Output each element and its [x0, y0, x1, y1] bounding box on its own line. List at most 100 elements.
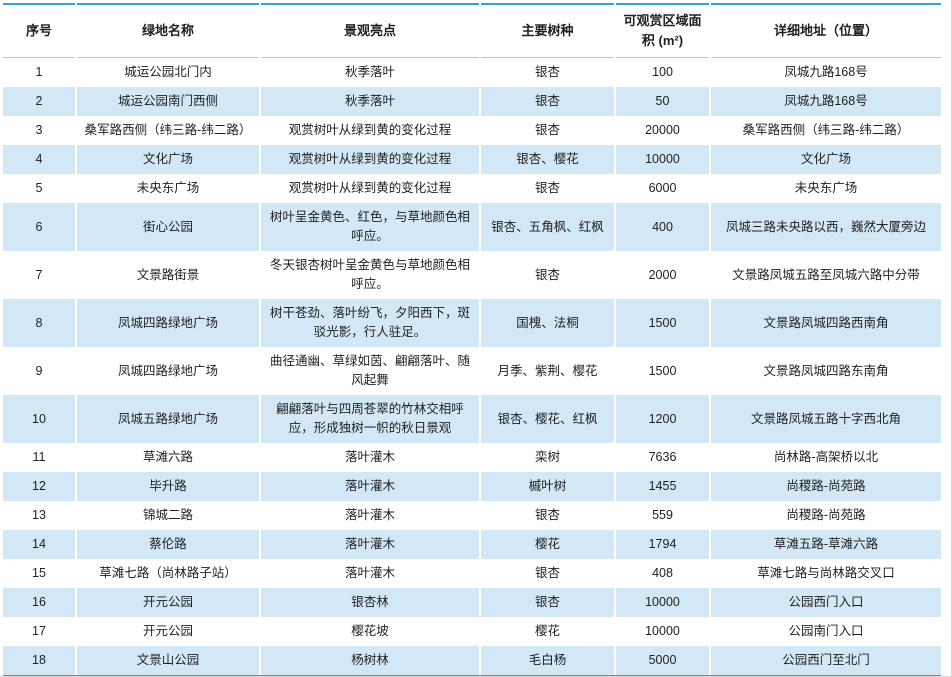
cell-area: 2000: [614, 251, 711, 299]
table-row: 14 蔡伦路 落叶灌木 樱花 1794 草滩五路-草滩六路: [3, 530, 941, 559]
cell-address: 尚稷路-尚苑路: [709, 501, 941, 530]
cell-highlight: 树干苍劲、落叶纷飞，夕阳西下，斑驳光影，行人驻足。: [259, 299, 481, 347]
table-header-row: 序号 绿地名称 景观亮点 主要树种 可观赏区域面积 (m²) 详细地址（位置）: [3, 4, 941, 58]
cell-area: 1500: [614, 347, 711, 395]
cell-index: 5: [3, 174, 77, 203]
cell-area: 5000: [614, 646, 711, 676]
cell-species: 银杏: [479, 501, 616, 530]
cell-index: 6: [3, 203, 77, 251]
col-header-highlight: 景观亮点: [259, 4, 481, 58]
cell-address: 凤城九路168号: [709, 87, 941, 116]
cell-species: 银杏: [479, 588, 616, 617]
table-row: 1 城运公园北门内 秋季落叶 银杏 100 凤城九路168号: [3, 57, 941, 87]
cell-index: 16: [3, 588, 77, 617]
cell-address: 公园南门入口: [709, 617, 941, 646]
cell-species: 国槐、法桐: [479, 299, 616, 347]
cell-species: 银杏: [479, 251, 616, 299]
table-row: 9 凤城四路绿地广场 曲径通幽、草绿如茵、翩翩落叶、随风起舞 月季、紫荆、樱花 1500…: [3, 347, 941, 395]
cell-highlight: 落叶灌木: [259, 472, 481, 501]
cell-highlight: 观赏树叶从绿到黄的变化过程: [259, 145, 481, 174]
cell-species: 银杏、樱花、红枫: [479, 395, 616, 443]
cell-address: 凤城九路168号: [709, 57, 941, 87]
cell-address: 文景路凤城四路东南角: [709, 347, 941, 395]
cell-highlight: 秋季落叶: [259, 87, 481, 116]
cell-highlight: 落叶灌木: [259, 443, 481, 472]
cell-species: 银杏: [479, 116, 616, 145]
cell-highlight: 冬天银杏树叶呈金黄色与草地颜色相呼应。: [259, 251, 481, 299]
cell-index: 11: [3, 443, 77, 472]
cell-name: 蔡伦路: [75, 530, 261, 559]
cell-highlight: 曲径通幽、草绿如茵、翩翩落叶、随风起舞: [259, 347, 481, 395]
cell-area: 559: [614, 501, 711, 530]
cell-highlight: 落叶灌木: [259, 501, 481, 530]
table-row: 17 开元公园 樱花坡 樱花 10000 公园南门入口: [3, 617, 941, 646]
table-row: 2 城运公园南门西侧 秋季落叶 银杏 50 凤城九路168号: [3, 87, 941, 116]
cell-highlight: 杨树林: [259, 646, 481, 676]
cell-index: 15: [3, 559, 77, 588]
cell-address: 公园西门入口: [709, 588, 941, 617]
cell-area: 10000: [614, 145, 711, 174]
cell-address: 公园西门至北门: [709, 646, 941, 676]
col-header-area: 可观赏区域面积 (m²): [614, 4, 711, 58]
cell-highlight: 观赏树叶从绿到黄的变化过程: [259, 174, 481, 203]
cell-address: 尚林路-高架桥以北: [709, 443, 941, 472]
cell-area: 1455: [614, 472, 711, 501]
cell-name: 开元公园: [75, 588, 261, 617]
cell-address: 尚稷路-尚苑路: [709, 472, 941, 501]
cell-index: 9: [3, 347, 77, 395]
cell-species: 樱花: [479, 617, 616, 646]
table-row: 18 文景山公园 杨树林 毛白杨 5000 公园西门至北门: [3, 646, 941, 676]
cell-name: 凤城四路绿地广场: [75, 347, 261, 395]
table-row: 12 毕升路 落叶灌木 槭叶树 1455 尚稷路-尚苑路: [3, 472, 941, 501]
cell-address: 未央东广场: [709, 174, 941, 203]
cell-area: 20000: [614, 116, 711, 145]
cell-highlight: 落叶灌木: [259, 530, 481, 559]
cell-area: 6000: [614, 174, 711, 203]
cell-species: 银杏: [479, 87, 616, 116]
cell-index: 1: [3, 57, 77, 87]
cell-name: 草滩六路: [75, 443, 261, 472]
cell-highlight: 落叶灌木: [259, 559, 481, 588]
cell-name: 文景山公园: [75, 646, 261, 676]
table-row: 13 锦城二路 落叶灌木 银杏 559 尚稷路-尚苑路: [3, 501, 941, 530]
cell-area: 1500: [614, 299, 711, 347]
cell-highlight: 观赏树叶从绿到黄的变化过程: [259, 116, 481, 145]
cell-species: 银杏、樱花: [479, 145, 616, 174]
table-row: 11 草滩六路 落叶灌木 栾树 7636 尚林路-高架桥以北: [3, 443, 941, 472]
table-row: 7 文景路街景 冬天银杏树叶呈金黄色与草地颜色相呼应。 银杏 2000 文景路凤城五路至凤…: [3, 251, 941, 299]
cell-species: 银杏: [479, 174, 616, 203]
table-row: 4 文化广场 观赏树叶从绿到黄的变化过程 银杏、樱花 10000 文化广场: [3, 145, 941, 174]
cell-name: 城运公园北门内: [75, 57, 261, 87]
cell-address: 草滩七路与尚林路交叉口: [709, 559, 941, 588]
cell-index: 18: [3, 646, 77, 676]
cell-address: 文景路凤城四路西南角: [709, 299, 941, 347]
cell-address: 凤城三路未央路以西，巍然大厦旁边: [709, 203, 941, 251]
cell-name: 桑军路西侧（纬三路-纬二路）: [75, 116, 261, 145]
cell-index: 8: [3, 299, 77, 347]
greenspace-table: 序号 绿地名称 景观亮点 主要树种 可观赏区域面积 (m²) 详细地址（位置） 1 城运公园…: [3, 3, 941, 676]
col-header-species: 主要树种: [479, 4, 616, 58]
cell-species: 栾树: [479, 443, 616, 472]
table-row: 8 凤城四路绿地广场 树干苍劲、落叶纷飞，夕阳西下，斑驳光影，行人驻足。 国槐、法桐 1…: [3, 299, 941, 347]
cell-name: 凤城五路绿地广场: [75, 395, 261, 443]
cell-area: 10000: [614, 588, 711, 617]
cell-species: 月季、紫荆、樱花: [479, 347, 616, 395]
table-row: 5 未央东广场 观赏树叶从绿到黄的变化过程 银杏 6000 未央东广场: [3, 174, 941, 203]
cell-index: 17: [3, 617, 77, 646]
cell-area: 100: [614, 57, 711, 87]
cell-name: 锦城二路: [75, 501, 261, 530]
cell-name: 草滩七路（尚林路子站）: [75, 559, 261, 588]
table-row: 3 桑军路西侧（纬三路-纬二路） 观赏树叶从绿到黄的变化过程 银杏 20000 桑军路西侧…: [3, 116, 941, 145]
cell-area: 7636: [614, 443, 711, 472]
table-row: 16 开元公园 银杏林 银杏 10000 公园西门入口: [3, 588, 941, 617]
cell-highlight: 秋季落叶: [259, 57, 481, 87]
cell-index: 3: [3, 116, 77, 145]
cell-index: 13: [3, 501, 77, 530]
cell-highlight: 树叶呈金黄色、红色，与草地颜色相呼应。: [259, 203, 481, 251]
col-header-address: 详细地址（位置）: [709, 4, 941, 58]
cell-address: 文化广场: [709, 145, 941, 174]
table-row: 15 草滩七路（尚林路子站） 落叶灌木 银杏 408 草滩七路与尚林路交叉口: [3, 559, 941, 588]
cell-area: 1200: [614, 395, 711, 443]
cell-highlight: 樱花坡: [259, 617, 481, 646]
